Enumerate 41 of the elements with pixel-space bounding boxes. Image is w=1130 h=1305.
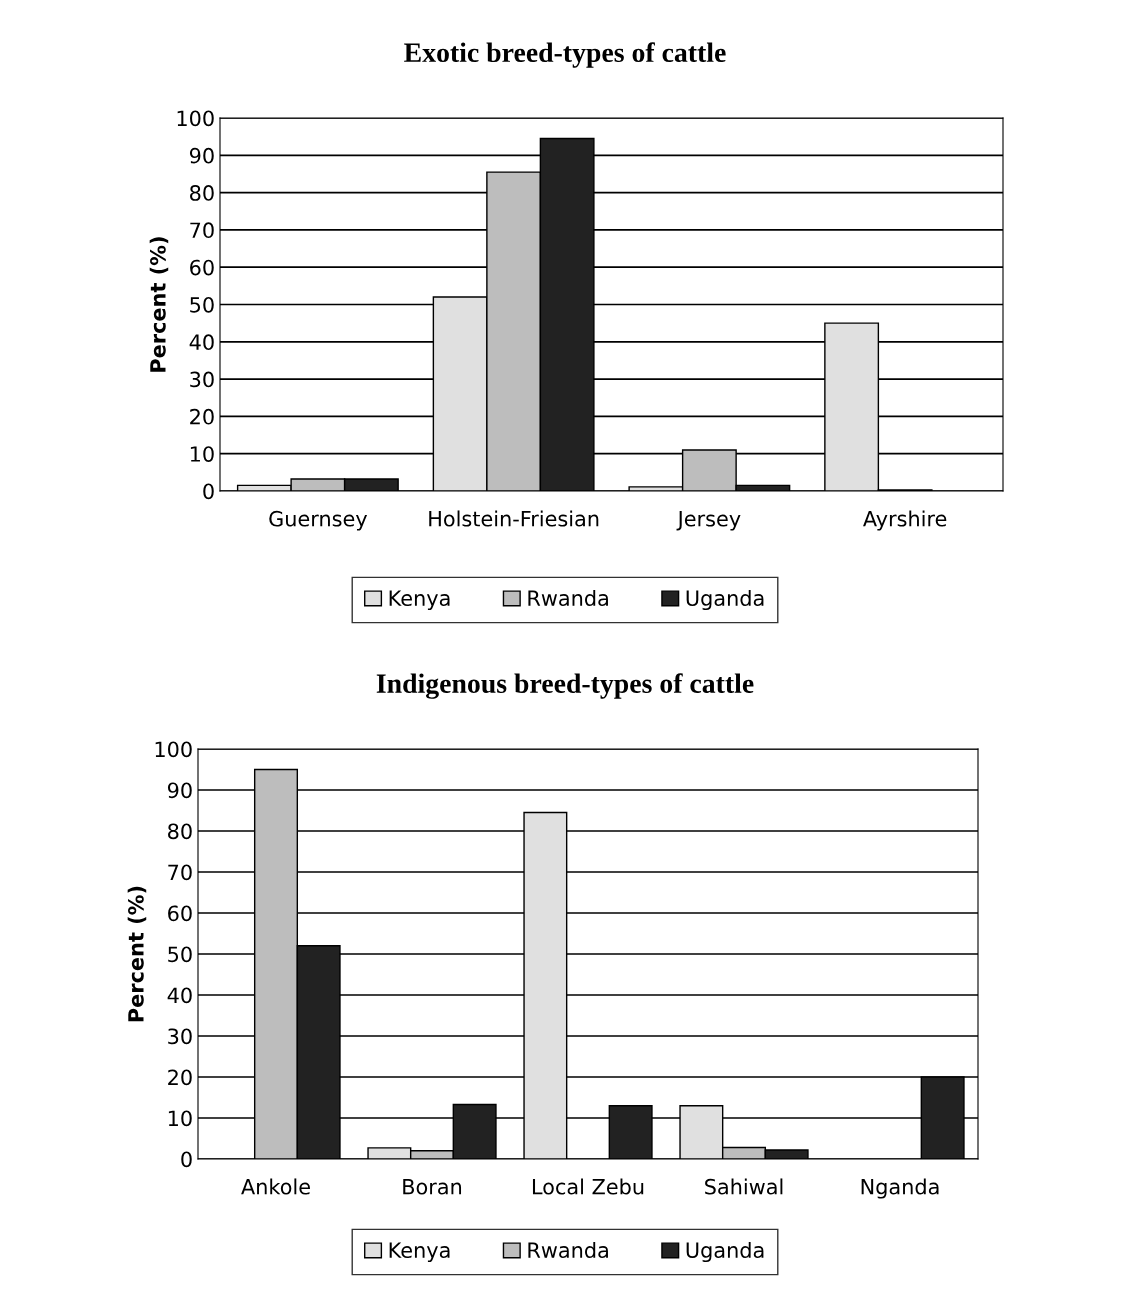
y-tick-label: 60: [190, 259, 214, 276]
y-tick-label: 20: [168, 1069, 192, 1086]
y-tick-label: 30: [190, 371, 214, 388]
x-tick-label: Guernsey: [269, 510, 368, 531]
y-tick-label: 0: [203, 483, 214, 500]
y-tick-label: 90: [167, 782, 192, 799]
chart-title: Indigenous breed-types of cattle: [376, 673, 754, 699]
x-tick-label: Sahiwal: [705, 1178, 783, 1195]
y-tick-label: 30: [168, 1028, 192, 1045]
y-tick-label: 20: [190, 408, 214, 425]
y-tick-label: 10: [190, 446, 214, 462]
x-tick-label: Local Zebu: [532, 1178, 644, 1195]
x-tick-label: Boran: [403, 1179, 462, 1195]
y-tick-label: 0: [181, 1151, 192, 1168]
y-axis-title: Percent (%): [127, 886, 147, 1022]
legend-label: Rwanda: [528, 1241, 608, 1259]
y-tick-label: 80: [190, 185, 214, 201]
x-tick-label: Ankole: [241, 1178, 310, 1195]
y-tick-label: 50: [190, 296, 214, 313]
y-tick-label: 90: [189, 147, 214, 164]
y-tick-label: 100: [155, 741, 192, 758]
y-tick-label: 40: [167, 987, 192, 1004]
y-axis-title: Percent (%): [149, 237, 169, 372]
legend-label: Kenya: [389, 1242, 450, 1263]
legend-label: Uganda: [686, 589, 764, 611]
y-tick-label: 40: [189, 334, 214, 351]
y-tick-label: 70: [190, 222, 214, 239]
y-tick-label: 10: [168, 1110, 192, 1127]
x-tick-label: Holstein-Friesian: [429, 510, 599, 527]
y-tick-label: 70: [168, 864, 192, 881]
chart-title: Exotic breed-types of cattle: [404, 42, 726, 68]
y-tick-label: 80: [168, 823, 192, 840]
x-tick-label: Jersey: [676, 511, 741, 531]
y-tick-label: 60: [168, 905, 192, 922]
legend-label: Uganda: [686, 1241, 764, 1263]
y-tick-label: 50: [168, 946, 192, 963]
y-tick-label: 100: [177, 110, 214, 127]
legend-label: Rwanda: [528, 589, 608, 607]
x-tick-label: Nganda: [861, 1178, 939, 1199]
x-tick-label: Ayrshire: [863, 510, 947, 531]
legend-label: Kenya: [389, 590, 450, 611]
